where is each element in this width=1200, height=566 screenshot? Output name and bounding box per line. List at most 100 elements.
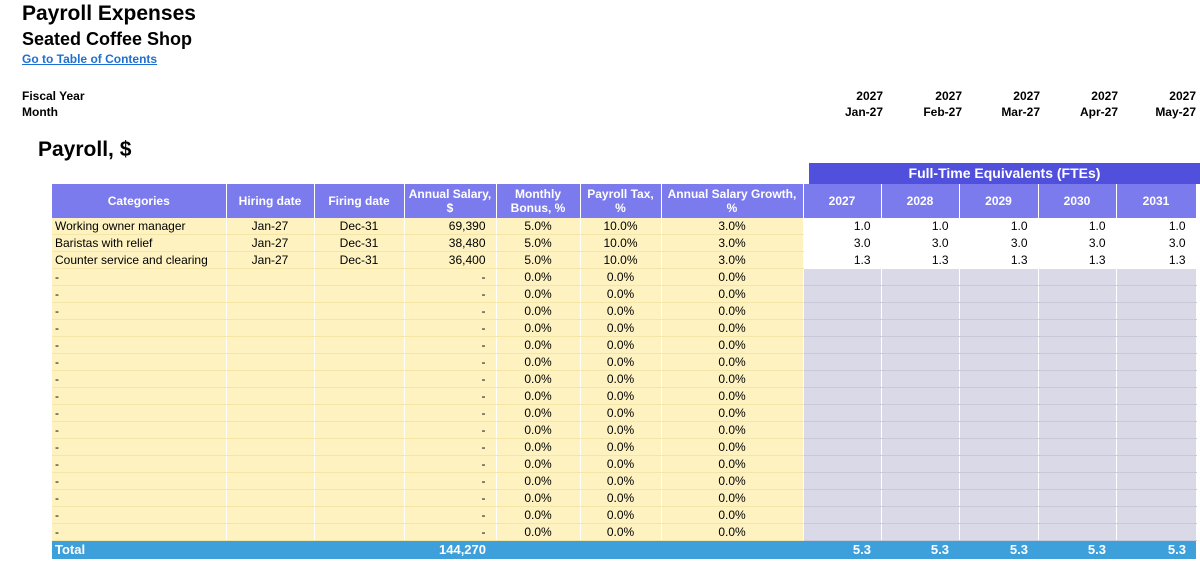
monthly-bonus-cell[interactable]: 0.0% bbox=[496, 438, 581, 456]
fte-cell[interactable] bbox=[803, 285, 882, 303]
fte-cell[interactable] bbox=[1116, 370, 1197, 388]
fte-cell[interactable] bbox=[881, 506, 960, 524]
payroll-tax-cell[interactable]: 0.0% bbox=[580, 336, 662, 354]
fte-cell[interactable] bbox=[1116, 302, 1197, 320]
category-cell[interactable]: Working owner manager bbox=[52, 218, 227, 235]
fte-cell[interactable] bbox=[1038, 438, 1117, 456]
annual-salary-cell[interactable]: - bbox=[404, 506, 497, 524]
salary-growth-cell[interactable]: 0.0% bbox=[661, 319, 804, 337]
firing-date-cell[interactable] bbox=[314, 421, 405, 439]
firing-date-cell[interactable] bbox=[314, 523, 405, 541]
salary-growth-cell[interactable]: 0.0% bbox=[661, 302, 804, 320]
monthly-bonus-cell[interactable]: 0.0% bbox=[496, 455, 581, 473]
annual-salary-cell[interactable]: - bbox=[404, 336, 497, 354]
monthly-bonus-cell[interactable]: 5.0% bbox=[496, 251, 581, 269]
fte-cell[interactable] bbox=[803, 387, 882, 405]
fte-cell[interactable] bbox=[803, 472, 882, 490]
fte-cell[interactable] bbox=[803, 438, 882, 456]
monthly-bonus-cell[interactable]: 0.0% bbox=[496, 421, 581, 439]
category-cell[interactable]: - bbox=[52, 472, 227, 490]
fte-cell[interactable] bbox=[1116, 523, 1197, 541]
fte-cell[interactable] bbox=[803, 353, 882, 371]
fte-cell[interactable] bbox=[959, 438, 1039, 456]
hiring-date-cell[interactable] bbox=[226, 438, 315, 456]
monthly-bonus-cell[interactable]: 0.0% bbox=[496, 387, 581, 405]
firing-date-cell[interactable] bbox=[314, 387, 405, 405]
fte-cell[interactable] bbox=[1038, 421, 1117, 439]
fte-cell[interactable]: 1.3 bbox=[1116, 251, 1197, 269]
hiring-date-cell[interactable]: Jan-27 bbox=[226, 234, 315, 252]
fte-cell[interactable] bbox=[1038, 455, 1117, 473]
fte-cell[interactable] bbox=[1116, 421, 1197, 439]
firing-date-cell[interactable] bbox=[314, 336, 405, 354]
hiring-date-cell[interactable] bbox=[226, 404, 315, 422]
hiring-date-cell[interactable] bbox=[226, 472, 315, 490]
hiring-date-cell[interactable]: Jan-27 bbox=[226, 251, 315, 269]
fte-cell[interactable] bbox=[803, 455, 882, 473]
fte-cell[interactable]: 3.0 bbox=[1038, 234, 1117, 252]
salary-growth-cell[interactable]: 0.0% bbox=[661, 506, 804, 524]
category-cell[interactable]: - bbox=[52, 489, 227, 507]
salary-growth-cell[interactable]: 0.0% bbox=[661, 523, 804, 541]
hiring-date-cell[interactable] bbox=[226, 302, 315, 320]
fte-cell[interactable]: 1.3 bbox=[881, 251, 960, 269]
payroll-tax-cell[interactable]: 0.0% bbox=[580, 489, 662, 507]
fte-cell[interactable] bbox=[881, 353, 960, 371]
salary-growth-cell[interactable]: 0.0% bbox=[661, 353, 804, 371]
payroll-tax-cell[interactable]: 0.0% bbox=[580, 285, 662, 303]
annual-salary-cell[interactable]: - bbox=[404, 404, 497, 422]
category-cell[interactable]: - bbox=[52, 387, 227, 405]
firing-date-cell[interactable] bbox=[314, 438, 405, 456]
hiring-date-cell[interactable] bbox=[226, 421, 315, 439]
fte-cell[interactable] bbox=[881, 489, 960, 507]
fte-cell[interactable] bbox=[959, 353, 1039, 371]
fte-cell[interactable] bbox=[1038, 370, 1117, 388]
fte-cell[interactable] bbox=[1116, 285, 1197, 303]
fte-cell[interactable]: 1.3 bbox=[959, 251, 1039, 269]
fte-cell[interactable] bbox=[803, 489, 882, 507]
fte-cell[interactable] bbox=[959, 387, 1039, 405]
annual-salary-cell[interactable]: - bbox=[404, 387, 497, 405]
fte-cell[interactable] bbox=[881, 404, 960, 422]
fte-cell[interactable]: 1.3 bbox=[803, 251, 882, 269]
firing-date-cell[interactable] bbox=[314, 472, 405, 490]
hiring-date-cell[interactable] bbox=[226, 319, 315, 337]
fte-cell[interactable] bbox=[881, 455, 960, 473]
fte-cell[interactable] bbox=[959, 506, 1039, 524]
annual-salary-cell[interactable]: - bbox=[404, 319, 497, 337]
fte-cell[interactable] bbox=[881, 268, 960, 286]
fte-cell[interactable] bbox=[959, 336, 1039, 354]
payroll-tax-cell[interactable]: 0.0% bbox=[580, 421, 662, 439]
firing-date-cell[interactable]: Dec-31 bbox=[314, 218, 405, 235]
payroll-tax-cell[interactable]: 10.0% bbox=[580, 234, 662, 252]
firing-date-cell[interactable] bbox=[314, 489, 405, 507]
monthly-bonus-cell[interactable]: 5.0% bbox=[496, 218, 581, 235]
salary-growth-cell[interactable]: 0.0% bbox=[661, 370, 804, 388]
annual-salary-cell[interactable]: - bbox=[404, 353, 497, 371]
fte-cell[interactable] bbox=[881, 302, 960, 320]
fte-cell[interactable] bbox=[1116, 353, 1197, 371]
fte-cell[interactable] bbox=[803, 523, 882, 541]
fte-cell[interactable] bbox=[1038, 387, 1117, 405]
fte-cell[interactable]: 3.0 bbox=[881, 234, 960, 252]
category-cell[interactable]: Counter service and clearing bbox=[52, 251, 227, 269]
fte-cell[interactable] bbox=[1116, 455, 1197, 473]
annual-salary-cell[interactable]: - bbox=[404, 302, 497, 320]
fte-cell[interactable] bbox=[1038, 472, 1117, 490]
salary-growth-cell[interactable]: 0.0% bbox=[661, 472, 804, 490]
fte-cell[interactable] bbox=[959, 285, 1039, 303]
fte-cell[interactable] bbox=[1116, 506, 1197, 524]
annual-salary-cell[interactable]: - bbox=[404, 438, 497, 456]
fte-cell[interactable] bbox=[1116, 472, 1197, 490]
fte-cell[interactable] bbox=[1116, 268, 1197, 286]
salary-growth-cell[interactable]: 3.0% bbox=[661, 218, 804, 235]
monthly-bonus-cell[interactable]: 0.0% bbox=[496, 523, 581, 541]
hiring-date-cell[interactable] bbox=[226, 268, 315, 286]
annual-salary-cell[interactable]: 38,480 bbox=[404, 234, 497, 252]
salary-growth-cell[interactable]: 0.0% bbox=[661, 455, 804, 473]
payroll-tax-cell[interactable]: 0.0% bbox=[580, 523, 662, 541]
payroll-tax-cell[interactable]: 0.0% bbox=[580, 506, 662, 524]
payroll-tax-cell[interactable]: 0.0% bbox=[580, 455, 662, 473]
payroll-tax-cell[interactable]: 0.0% bbox=[580, 370, 662, 388]
fte-cell[interactable] bbox=[881, 438, 960, 456]
